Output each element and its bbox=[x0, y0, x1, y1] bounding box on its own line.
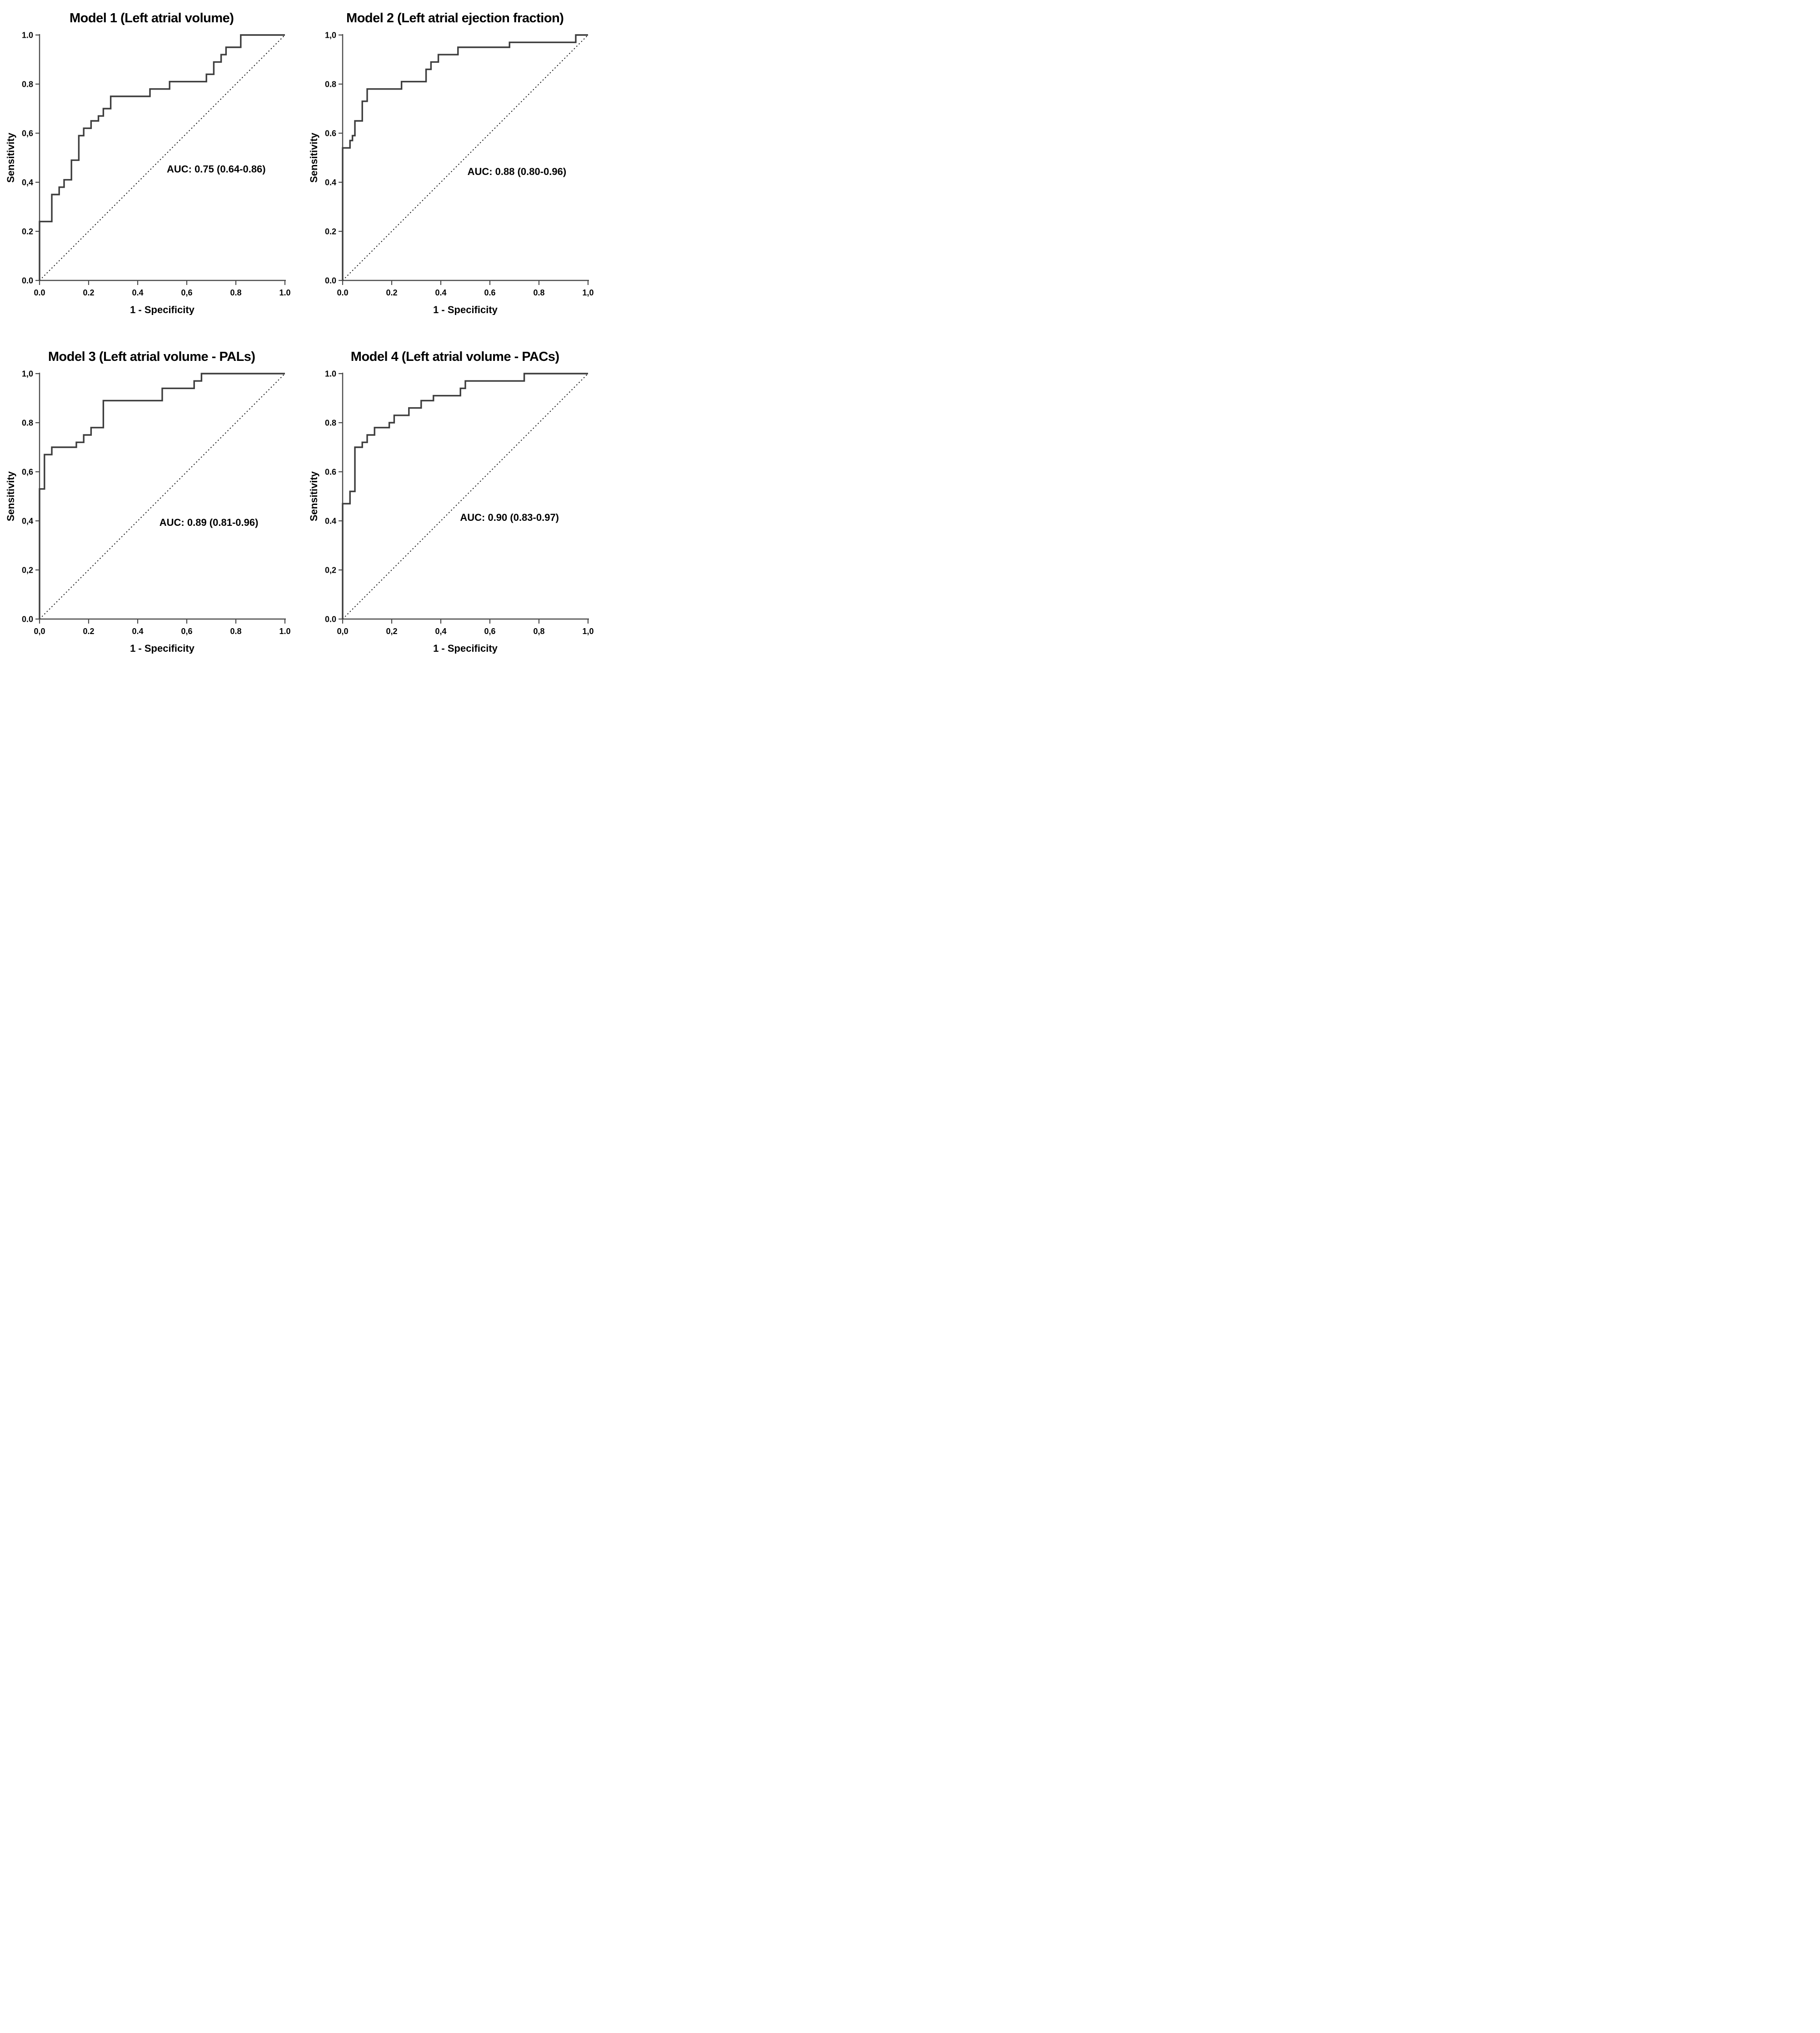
y-tick-label: 0,2 bbox=[325, 566, 336, 575]
chance-diagonal bbox=[39, 35, 285, 281]
x-tick-label: 0,6 bbox=[484, 627, 496, 636]
x-tick-label: 0.8 bbox=[230, 627, 241, 636]
y-tick-label: 1,0 bbox=[325, 31, 336, 40]
roc-panel-model-2: Model 2 (Left atrial ejection fraction) … bbox=[304, 0, 607, 339]
roc-panel-model-3: Model 3 (Left atrial volume - PALs) 0.0 0… bbox=[0, 339, 304, 678]
auc-annotation: AUC: 0.89 (0.81-0.96) bbox=[160, 517, 259, 528]
roc-chart: 0.00.0 0.2 0.2 0.4 0.4 0.6 0.6 0.8 0.8 1,0 1,0 AUC:… bbox=[308, 31, 594, 315]
x-tick-label: 0.4 bbox=[132, 288, 143, 297]
roc-curve bbox=[39, 373, 285, 619]
chance-diagonal bbox=[342, 35, 588, 281]
roc-figure-grid: Model 1 (Left atrial volume) 0.0 0.0 0.2 0.… bbox=[0, 0, 607, 678]
x-tick-label: 0,8 bbox=[534, 627, 545, 636]
x-axis-title: 1 - Specificity bbox=[130, 643, 195, 654]
y-tick-label: 0.8 bbox=[22, 419, 33, 428]
y-tick-label: 0.4 bbox=[325, 178, 336, 187]
x-tick-label: 0,0 bbox=[337, 627, 349, 636]
y-tick-label: 0.6 bbox=[325, 468, 336, 477]
x-tick-label: 0.6 bbox=[484, 288, 496, 297]
x-tick-label: 1,0 bbox=[583, 627, 594, 636]
y-tick-label: 0.0 bbox=[22, 615, 33, 624]
y-tick-label: 0.6 bbox=[325, 129, 336, 138]
auc-annotation: AUC: 0.90 (0.83-0.97) bbox=[460, 512, 559, 523]
y-tick-label: 1.0 bbox=[325, 370, 336, 379]
x-tick-label: 0,2 bbox=[386, 627, 398, 636]
y-axis-title: Sensitivity bbox=[308, 471, 319, 521]
chance-diagonal bbox=[39, 373, 285, 619]
x-tick-label: 0.8 bbox=[534, 288, 545, 297]
x-tick-label: 0,6 bbox=[181, 627, 192, 636]
panel-title: Model 1 (Left atrial volume) bbox=[70, 11, 234, 25]
y-tick-label: 0.0 bbox=[325, 276, 336, 285]
y-tick-label: 0.2 bbox=[325, 227, 336, 236]
y-axis-title: Sensitivity bbox=[308, 132, 319, 183]
y-axis-title: Sensitivity bbox=[5, 471, 16, 521]
y-axis-title: Sensitivity bbox=[5, 132, 16, 183]
roc-curve bbox=[342, 34, 588, 280]
y-tick-label: 1,0 bbox=[22, 370, 33, 379]
x-tick-label: 1.0 bbox=[279, 627, 290, 636]
x-tick-label: 0.4 bbox=[435, 288, 447, 297]
panel-title: Model 3 (Left atrial volume - PALs) bbox=[48, 350, 255, 364]
x-tick-label: 0.2 bbox=[83, 288, 94, 297]
x-tick-label: 0,0 bbox=[34, 627, 45, 636]
roc-curve bbox=[342, 373, 588, 619]
roc-chart: 0.00,0 0,2 0,2 0.4 0,4 0.6 0,6 0.8 0,8 1.0 1,0 AUC:… bbox=[308, 370, 594, 654]
y-tick-label: 0,6 bbox=[22, 129, 33, 138]
roc-chart: 0.00.0 0.2 0.2 0,4 0.4 0,6 0,6 0.8 0.8 1.0 1.0 AUC:… bbox=[5, 31, 291, 315]
y-tick-label: 0.8 bbox=[22, 80, 33, 89]
x-tick-label: 0,4 bbox=[435, 627, 447, 636]
x-tick-label: 0.2 bbox=[83, 627, 94, 636]
x-tick-label: 0.4 bbox=[132, 627, 143, 636]
y-tick-label: 0.8 bbox=[325, 419, 336, 428]
y-tick-label: 0.4 bbox=[325, 517, 336, 526]
x-tick-label: 0.8 bbox=[230, 288, 241, 297]
chance-diagonal bbox=[342, 373, 588, 619]
x-axis-title: 1 - Specificity bbox=[130, 304, 195, 315]
roc-panel-model-1: Model 1 (Left atrial volume) 0.0 0.0 0.2 0.… bbox=[0, 0, 304, 339]
y-tick-label: 0,2 bbox=[22, 566, 33, 575]
x-tick-label: 1,0 bbox=[583, 288, 594, 297]
x-tick-label: 0.2 bbox=[386, 288, 398, 297]
y-tick-label: 0,4 bbox=[22, 178, 33, 187]
x-tick-label: 0.0 bbox=[337, 288, 349, 297]
auc-annotation: AUC: 0.88 (0.80-0.96) bbox=[468, 166, 567, 177]
roc-chart: 0.00,0 0,2 0.2 0,4 0.4 0,6 0,6 0.8 0.8 1,0 1.0 AUC:… bbox=[5, 370, 291, 654]
x-axis-title: 1 - Specificity bbox=[433, 643, 498, 654]
roc-curve bbox=[39, 34, 285, 280]
y-tick-label: 0.2 bbox=[22, 227, 33, 236]
x-tick-label: 1.0 bbox=[279, 288, 290, 297]
panel-title: Model 4 (Left atrial volume - PACs) bbox=[350, 350, 559, 364]
y-tick-label: 0,4 bbox=[22, 517, 33, 526]
x-axis-title: 1 - Specificity bbox=[433, 304, 498, 315]
y-tick-label: 0,6 bbox=[22, 468, 33, 477]
y-tick-label: 0.0 bbox=[325, 615, 336, 624]
x-tick-label: 0.0 bbox=[34, 288, 45, 297]
y-tick-label: 0.0 bbox=[22, 276, 33, 285]
auc-annotation: AUC: 0.75 (0.64-0.86) bbox=[167, 163, 266, 175]
y-tick-label: 1.0 bbox=[22, 31, 33, 40]
panel-title: Model 2 (Left atrial ejection fraction) bbox=[346, 11, 564, 25]
y-tick-label: 0.8 bbox=[325, 80, 336, 89]
roc-panel-model-4: Model 4 (Left atrial volume - PACs) 0.0 0… bbox=[304, 339, 607, 678]
x-tick-label: 0,6 bbox=[181, 288, 192, 297]
